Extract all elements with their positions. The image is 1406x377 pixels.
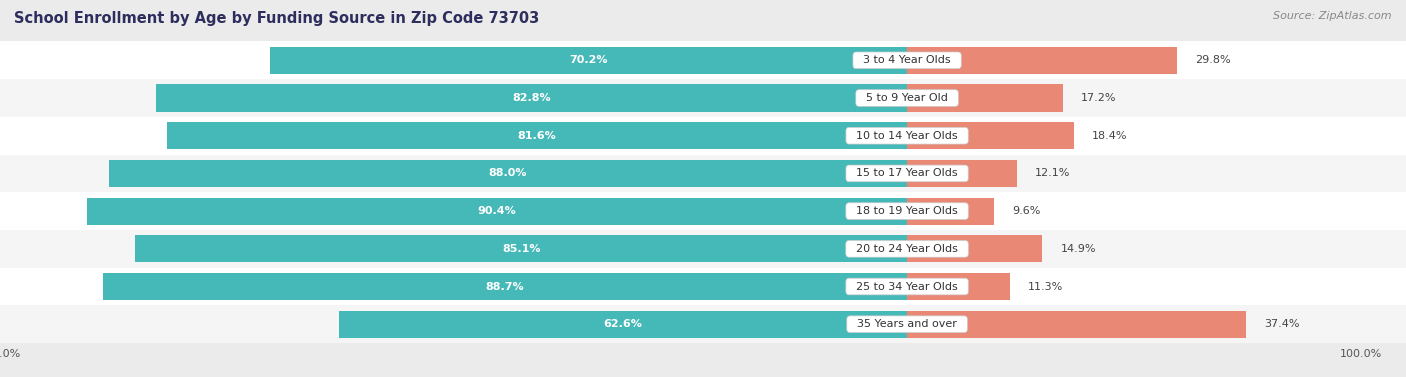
- Text: 62.6%: 62.6%: [603, 319, 643, 329]
- Bar: [907, 273, 1010, 300]
- Text: 9.6%: 9.6%: [1012, 206, 1040, 216]
- FancyBboxPatch shape: [0, 41, 1406, 79]
- Bar: [108, 160, 907, 187]
- Bar: [339, 311, 907, 338]
- Bar: [270, 47, 907, 74]
- Bar: [167, 122, 907, 149]
- Text: 18.4%: 18.4%: [1092, 131, 1128, 141]
- Text: 3 to 4 Year Olds: 3 to 4 Year Olds: [856, 55, 957, 65]
- Text: 35 Years and over: 35 Years and over: [851, 319, 965, 329]
- Bar: [907, 47, 1177, 74]
- Bar: [103, 273, 907, 300]
- Text: 88.7%: 88.7%: [485, 282, 524, 291]
- Text: 37.4%: 37.4%: [1264, 319, 1301, 329]
- FancyBboxPatch shape: [0, 155, 1406, 192]
- Bar: [907, 235, 1042, 262]
- Bar: [156, 84, 907, 112]
- Text: 5 to 9 Year Old: 5 to 9 Year Old: [859, 93, 955, 103]
- Text: 85.1%: 85.1%: [502, 244, 540, 254]
- Bar: [87, 198, 907, 225]
- Text: 17.2%: 17.2%: [1081, 93, 1116, 103]
- Bar: [907, 84, 1063, 112]
- Text: Source: ZipAtlas.com: Source: ZipAtlas.com: [1274, 11, 1392, 21]
- FancyBboxPatch shape: [0, 230, 1406, 268]
- Text: 81.6%: 81.6%: [517, 131, 557, 141]
- FancyBboxPatch shape: [0, 79, 1406, 117]
- Bar: [907, 311, 1246, 338]
- FancyBboxPatch shape: [0, 117, 1406, 155]
- FancyBboxPatch shape: [0, 268, 1406, 305]
- Text: 15 to 17 Year Olds: 15 to 17 Year Olds: [849, 169, 965, 178]
- Text: School Enrollment by Age by Funding Source in Zip Code 73703: School Enrollment by Age by Funding Sour…: [14, 11, 540, 26]
- Text: 18 to 19 Year Olds: 18 to 19 Year Olds: [849, 206, 965, 216]
- Text: 82.8%: 82.8%: [512, 93, 551, 103]
- Text: 11.3%: 11.3%: [1028, 282, 1063, 291]
- FancyBboxPatch shape: [0, 305, 1406, 343]
- Bar: [907, 198, 994, 225]
- Text: 90.4%: 90.4%: [478, 206, 516, 216]
- Text: 25 to 34 Year Olds: 25 to 34 Year Olds: [849, 282, 965, 291]
- Text: 20 to 24 Year Olds: 20 to 24 Year Olds: [849, 244, 965, 254]
- Text: 88.0%: 88.0%: [489, 169, 527, 178]
- Text: 29.8%: 29.8%: [1195, 55, 1232, 65]
- Bar: [907, 122, 1074, 149]
- Bar: [907, 160, 1017, 187]
- FancyBboxPatch shape: [0, 192, 1406, 230]
- Text: 10 to 14 Year Olds: 10 to 14 Year Olds: [849, 131, 965, 141]
- Text: 70.2%: 70.2%: [569, 55, 607, 65]
- Text: 100.0%: 100.0%: [0, 349, 21, 359]
- Text: 14.9%: 14.9%: [1060, 244, 1095, 254]
- Text: 100.0%: 100.0%: [1340, 349, 1382, 359]
- Bar: [135, 235, 907, 262]
- Text: 12.1%: 12.1%: [1035, 169, 1070, 178]
